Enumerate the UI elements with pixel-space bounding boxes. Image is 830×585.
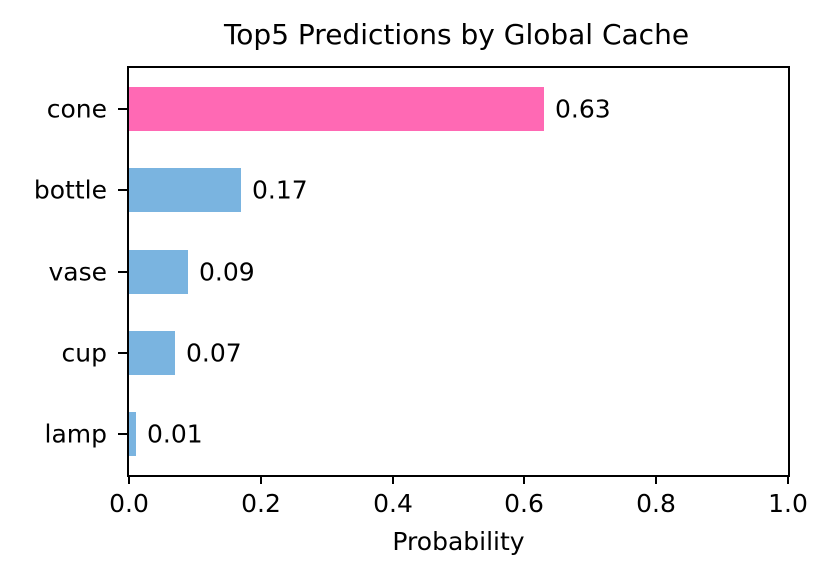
x-tick-label: 0.6 bbox=[504, 489, 544, 518]
x-tick-mark bbox=[523, 475, 525, 484]
y-tick-mark bbox=[118, 270, 127, 273]
y-tick-mark bbox=[118, 351, 127, 354]
bar-bottle bbox=[129, 168, 241, 213]
chart-title: Top5 Predictions by Global Cache bbox=[223, 18, 690, 51]
x-tick-mark bbox=[260, 475, 262, 484]
y-tick-label-cone: cone bbox=[46, 94, 107, 124]
plot-area: Probability 0.63 cone 0.17 bottle 0.09 vase 0.… bbox=[34, 66, 808, 556]
bar-cone bbox=[129, 86, 544, 131]
x-tick-mark bbox=[787, 475, 789, 484]
x-tick-label: 1.0 bbox=[768, 489, 808, 518]
bar-lamp bbox=[129, 412, 136, 457]
bar-value-label: 0.17 bbox=[252, 175, 308, 205]
x-tick-label: 0.2 bbox=[241, 489, 281, 518]
x-axis-label: Probability bbox=[392, 527, 525, 556]
x-tick-mark bbox=[128, 475, 130, 484]
y-tick-label-lamp: lamp bbox=[44, 419, 108, 449]
y-tick-mark bbox=[118, 107, 127, 110]
bar-vase bbox=[129, 249, 188, 294]
x-tick-label: 0.8 bbox=[636, 489, 676, 518]
x-tick-label: 0.0 bbox=[109, 489, 149, 518]
y-tick-mark bbox=[118, 189, 127, 192]
x-tick-label: 0.4 bbox=[373, 489, 413, 518]
y-tick-mark bbox=[118, 433, 127, 436]
y-tick-label-cup: cup bbox=[61, 338, 107, 368]
x-tick-mark bbox=[655, 475, 657, 484]
y-tick-label-vase: vase bbox=[48, 257, 107, 286]
bar-value-label: 0.09 bbox=[199, 257, 255, 286]
bar-value-label: 0.01 bbox=[147, 419, 203, 449]
bar-cup bbox=[129, 330, 175, 375]
bar-value-label: 0.63 bbox=[555, 94, 611, 124]
y-tick-label-bottle: bottle bbox=[33, 175, 107, 205]
bar-value-label: 0.07 bbox=[186, 338, 242, 368]
x-tick-mark bbox=[392, 475, 394, 484]
